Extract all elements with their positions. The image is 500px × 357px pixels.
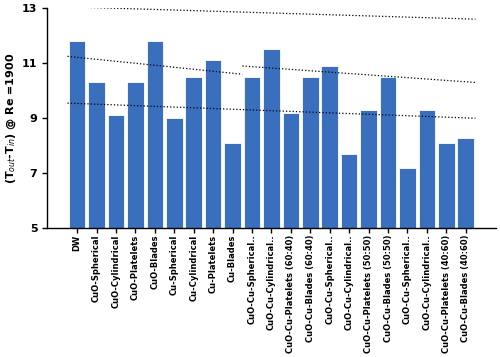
Bar xyxy=(322,66,338,228)
Bar xyxy=(438,143,454,228)
Bar xyxy=(263,50,280,228)
Bar xyxy=(341,154,357,228)
Bar xyxy=(166,118,182,228)
Bar xyxy=(458,137,474,228)
Bar xyxy=(127,82,144,228)
Bar xyxy=(88,82,105,228)
Bar xyxy=(205,60,222,228)
Bar xyxy=(224,143,241,228)
Bar xyxy=(108,116,124,228)
Bar xyxy=(69,41,86,228)
Bar xyxy=(418,110,435,228)
Bar xyxy=(380,77,396,228)
Bar xyxy=(282,113,299,228)
Bar xyxy=(399,168,415,228)
Bar xyxy=(244,77,260,228)
Y-axis label: (T$_{out}$-T$_{in}$) @ Re =1900: (T$_{out}$-T$_{in}$) @ Re =1900 xyxy=(4,53,18,184)
Bar xyxy=(360,110,377,228)
Bar xyxy=(302,77,318,228)
Bar xyxy=(186,77,202,228)
Bar xyxy=(146,41,163,228)
